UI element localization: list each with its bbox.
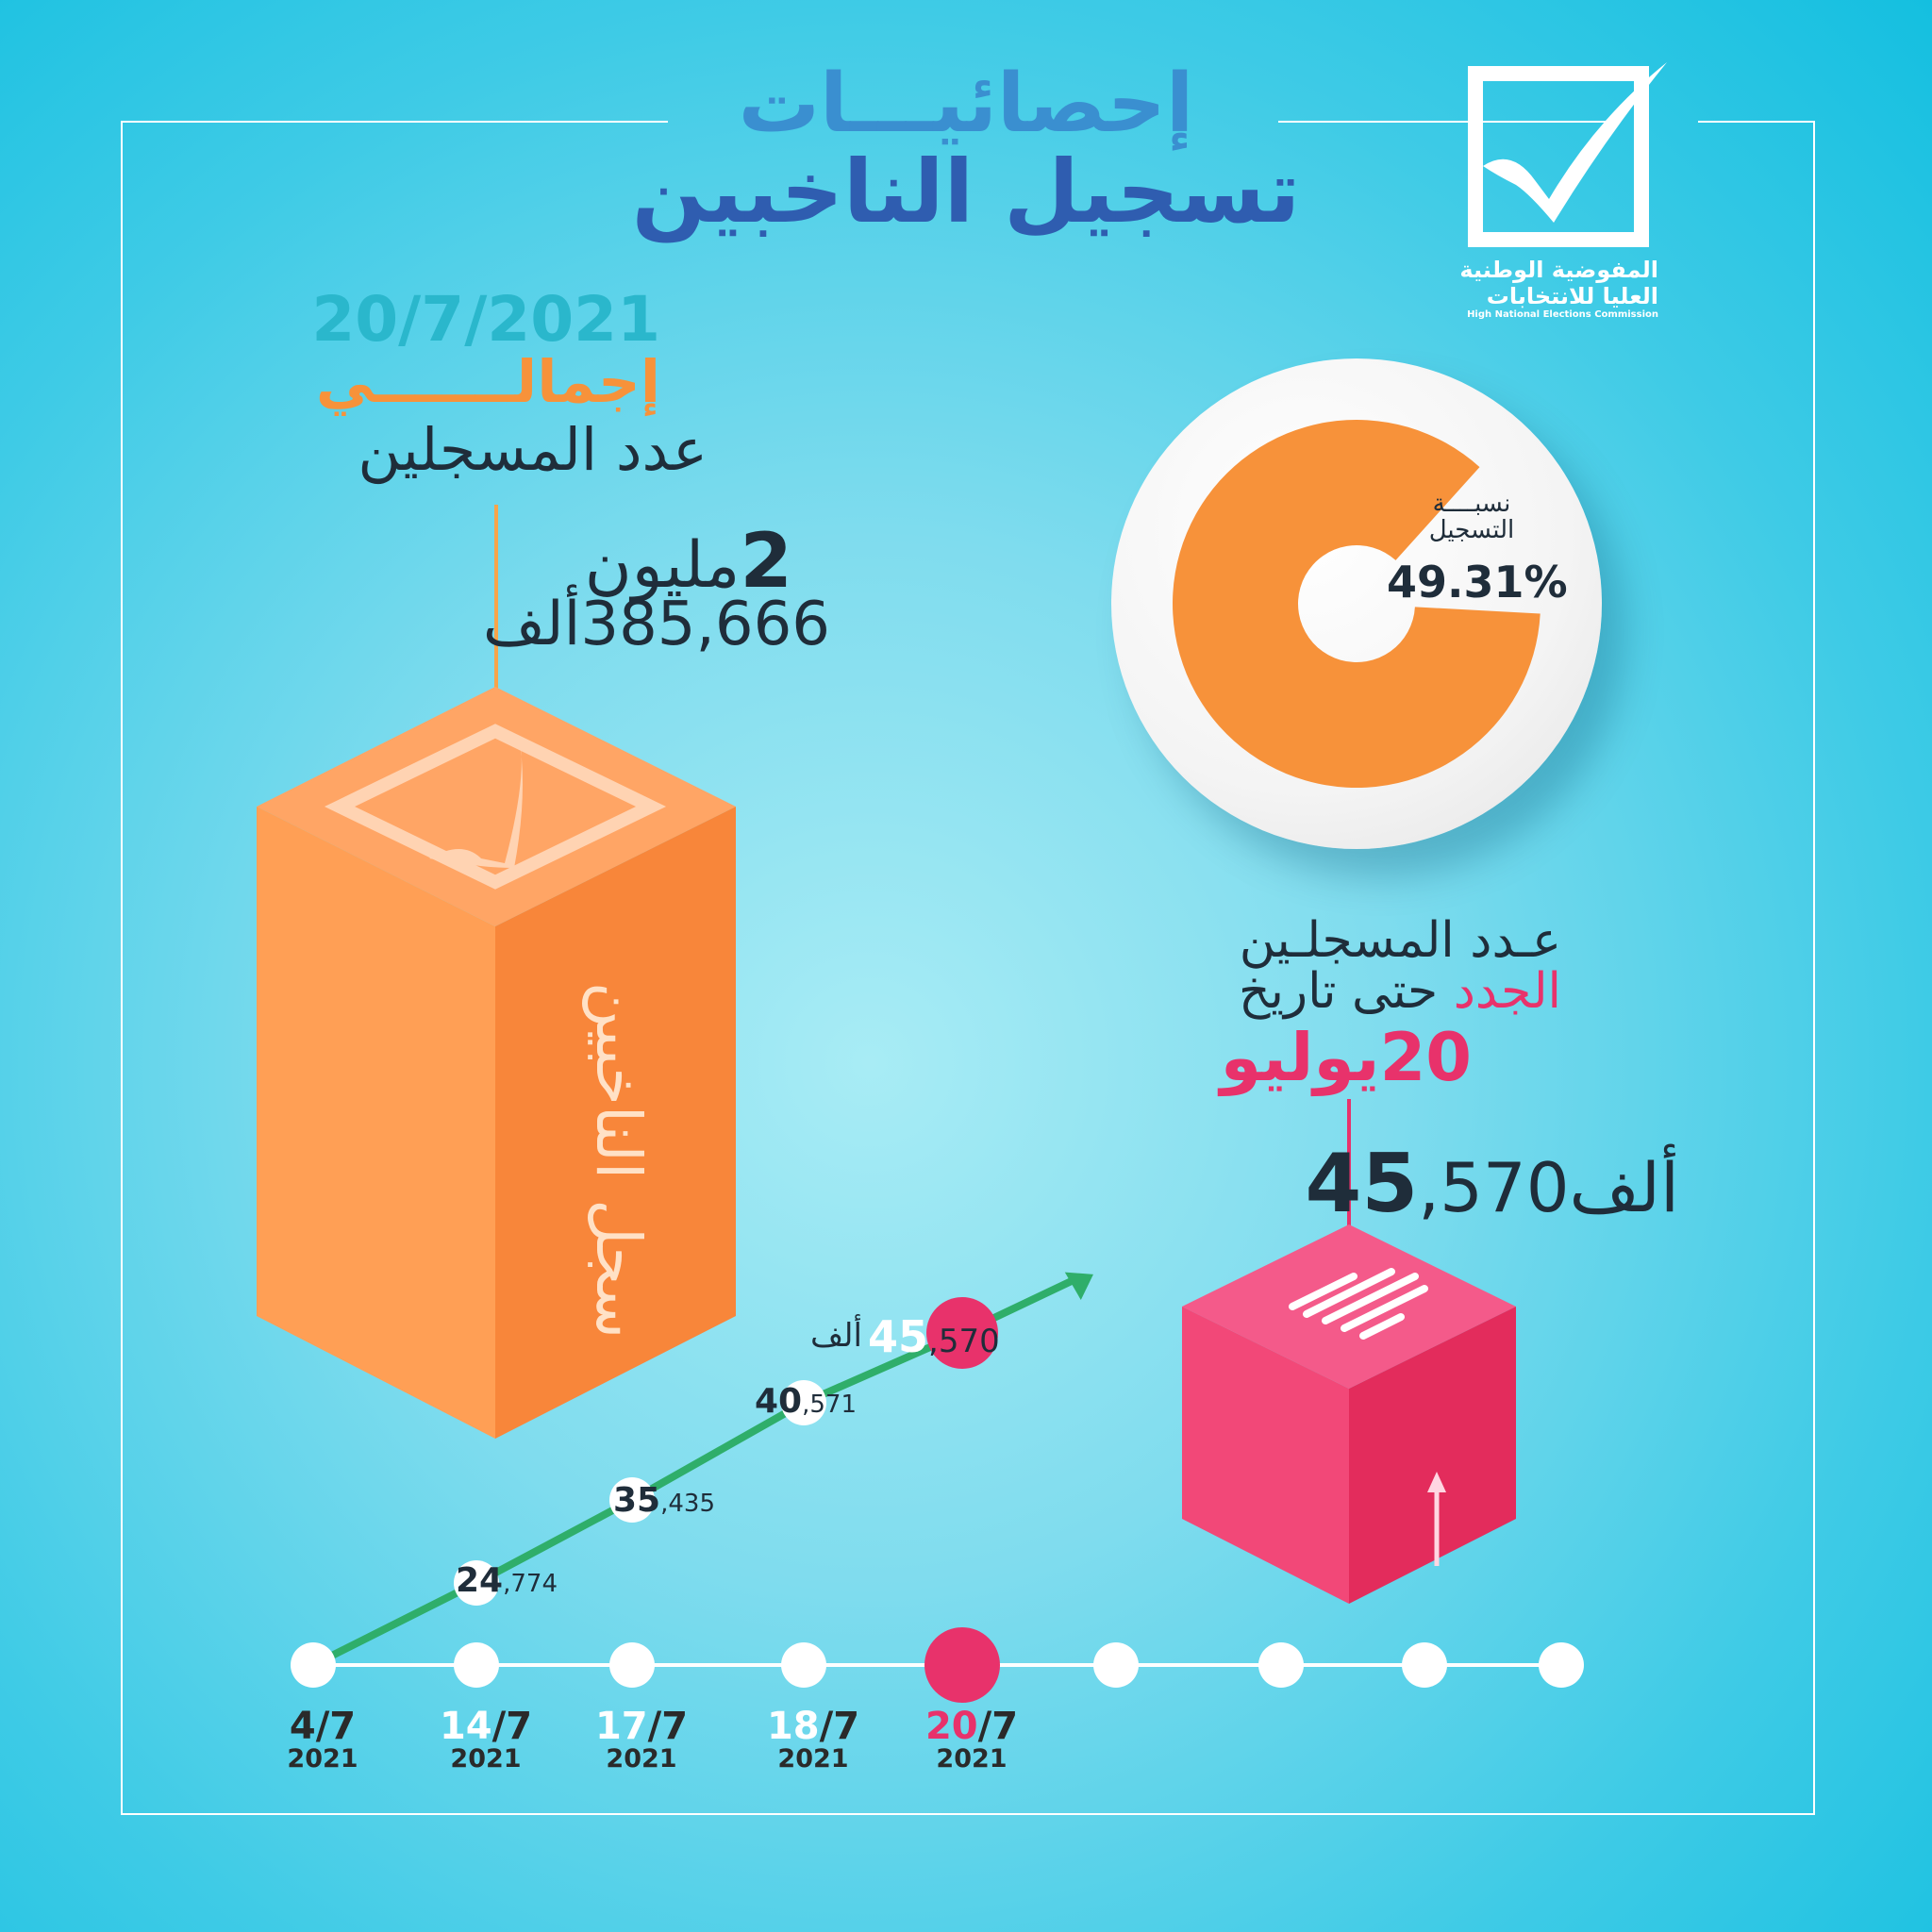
new-value-num: 45,570 (1306, 1137, 1570, 1231)
rate-value: 49.31% (1387, 557, 1568, 608)
rate-donut-chart (1173, 420, 1541, 788)
timeline-dot (1093, 1642, 1139, 1688)
timeline-date-label: 4/7 2021 (266, 1707, 379, 1774)
timeline-dot (1402, 1642, 1447, 1688)
timeline-dot (1258, 1642, 1304, 1688)
data-point-label: ألف 45,570 (810, 1311, 1000, 1362)
new-date-num: 20 (1379, 1019, 1472, 1096)
timeline-date-year: 2021 (287, 1744, 358, 1774)
timeline-date-year: 2021 (606, 1744, 677, 1774)
commission-logo-box (1468, 62, 1667, 247)
new-value-small: ,570 (1418, 1148, 1570, 1227)
timeline-date-label: 20/7 2021 (915, 1707, 1028, 1774)
checkmark-icon (1483, 62, 1667, 223)
total-millions-num: 2 (740, 517, 792, 605)
new-value-word: ألف (1569, 1148, 1679, 1227)
timeline-date-label: 18/7 2021 (757, 1707, 870, 1774)
frame-left (121, 121, 123, 1815)
bar-chart-icon (1289, 1268, 1428, 1340)
data-point-label-big: 24 (456, 1561, 504, 1600)
timeline-date-day: 14 (439, 1705, 492, 1748)
data-point-label-word: ألف (809, 1317, 862, 1355)
data-point-label: 40,571 (755, 1382, 857, 1421)
new-registrants-date: 20يوليو (1151, 1019, 1472, 1096)
logo-name-ar-2: العليا للانتخابات (1486, 283, 1658, 309)
data-point-label: 24,774 (456, 1561, 558, 1600)
ballot-box-side-text: سجل الناخبين (582, 981, 655, 1340)
total-thousands-num: 385,666 (580, 590, 830, 659)
timeline-dot (781, 1642, 826, 1688)
new-label-rest: حتى تاريخ (1238, 963, 1439, 1020)
new-connector-line (1347, 1099, 1351, 1231)
data-point-label-small: ,570 (928, 1323, 1000, 1360)
timeline-dot (924, 1627, 1000, 1703)
frame-top-mid (1278, 121, 1618, 123)
data-point-label-small: ,774 (503, 1570, 558, 1598)
rate-label-1: نسبــــة (1432, 490, 1511, 518)
timeline-date-year: 2021 (936, 1744, 1008, 1774)
new-registrants-cube (1182, 1224, 1516, 1604)
timeline-date-year: 2021 (777, 1744, 849, 1774)
logo-name-ar-1: المفوضية الوطنية (1459, 257, 1658, 283)
total-date: 20/7/2021 (311, 283, 660, 356)
page-title-line1: إحصائيـــات (738, 57, 1194, 151)
new-registrants-value: ألف45,570 (1306, 1137, 1679, 1231)
data-point-label-big: 35 (613, 1481, 661, 1520)
rate-donut-arc (1173, 420, 1541, 788)
page-title-line2: تسجيل الناخبين (631, 142, 1301, 242)
rate-label: نسبــــة التسجيل (1406, 491, 1538, 543)
timeline-date-day: 17 (594, 1705, 648, 1748)
total-millions-word: مليون (584, 528, 741, 603)
timeline-dot (1539, 1642, 1584, 1688)
timeline-date-day: 4 (289, 1705, 316, 1748)
data-point-label-big: 40 (755, 1382, 803, 1421)
timeline-date-month: /7 (315, 1705, 357, 1748)
logo-name-en: High National Elections Commission (1467, 309, 1658, 320)
timeline-dot (609, 1642, 655, 1688)
new-label-highlight: الجدد (1453, 963, 1561, 1020)
timeline-date-label: 17/7 2021 (585, 1707, 698, 1774)
timeline-date-label: 14/7 2021 (429, 1707, 542, 1774)
new-registrants-label: عـدد المسجلـين الجدد حتى تاريخ (1151, 915, 1561, 1017)
timeline-dot (291, 1642, 336, 1688)
up-arrow-icon (1427, 1472, 1446, 1566)
timeline-dot (454, 1642, 499, 1688)
new-registrants-line2: الجدد حتى تاريخ (1151, 966, 1561, 1017)
new-registrants-line1: عـدد المسجلـين (1239, 912, 1561, 969)
timeline-date-month: /7 (647, 1705, 689, 1748)
total-thousands-word: ألف (482, 590, 581, 659)
frame-top-right (1698, 121, 1815, 123)
new-date-word: يوليو (1220, 1019, 1380, 1096)
data-point-label-big: 45 (868, 1311, 929, 1362)
timeline-date-month: /7 (819, 1705, 860, 1748)
frame-right (1813, 121, 1815, 1815)
total-connector-line (494, 505, 498, 689)
timeline-date-year: 2021 (450, 1744, 522, 1774)
timeline-date-month: /7 (491, 1705, 533, 1748)
data-point-label-small: ,435 (660, 1490, 715, 1518)
frame-top-left (121, 121, 668, 123)
data-point-label-small: ,571 (802, 1391, 857, 1419)
trend-arrow-icon (1064, 1272, 1093, 1301)
total-thousands: 385,666ألف (483, 590, 830, 659)
total-label: إجمالـــــــي (315, 347, 660, 416)
ballot-box-illustration (257, 687, 736, 1439)
timeline-date-month: /7 (977, 1705, 1019, 1748)
new-value-big: 45 (1305, 1137, 1419, 1231)
total-millions: 2مليون (491, 517, 792, 605)
rate-label-2: التسجيل (1428, 516, 1515, 544)
data-point-label: 35,435 (613, 1481, 715, 1520)
registrants-count-label: عدد المسجلين (358, 415, 708, 484)
timeline-date-day: 18 (766, 1705, 820, 1748)
timeline-date-day: 20 (924, 1705, 978, 1748)
frame-bottom (121, 1813, 1815, 1815)
